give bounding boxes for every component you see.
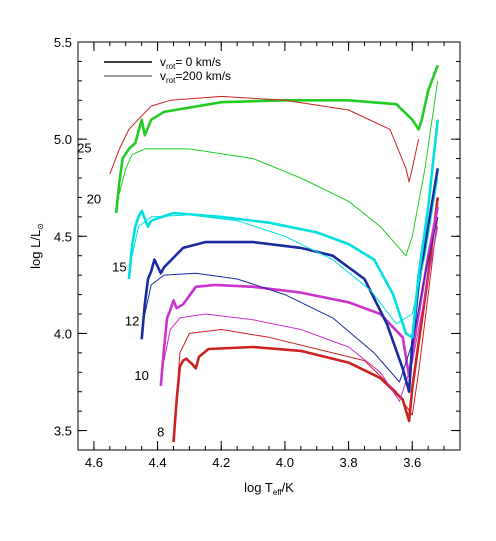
- x-tick-label: 3.6: [403, 455, 421, 470]
- track-20-nonrotating: [114, 64, 439, 214]
- mass-label-20: 20: [87, 191, 101, 206]
- y-tick-label: 4.0: [54, 326, 72, 341]
- y-axis-label: log L/L⊙: [28, 223, 45, 269]
- track-10-rotating: [163, 226, 439, 402]
- y-tick-label: 4.5: [54, 229, 72, 244]
- track-20-rotating: [118, 80, 439, 257]
- track-15-nonrotating: [127, 119, 439, 339]
- x-tick-label: 4.4: [149, 455, 167, 470]
- evolution-tracks: [109, 64, 439, 443]
- track-8-nonrotating: [172, 197, 439, 443]
- track-15-rotating: [131, 177, 439, 325]
- track-10-nonrotating: [159, 206, 439, 387]
- x-tick-label: 4.0: [276, 455, 294, 470]
- track-8-rotating: [176, 216, 439, 416]
- mass-label-15: 15: [112, 259, 126, 274]
- mass-labels: 8 10 12 15 20 25: [77, 141, 164, 440]
- track-12-nonrotating: [140, 168, 439, 394]
- mass-label-12: 12: [125, 314, 139, 329]
- axis-ticks: 4.6 4.4 4.2 4.0 3.8 3.6 3.5 4.0 4.5 5.0 5.5: [54, 35, 461, 470]
- y-tick-label: 5.5: [54, 35, 72, 50]
- x-axis-label: log Teff/K: [244, 480, 294, 497]
- y-tick-label: 3.5: [54, 424, 72, 439]
- x-tick-label: 4.6: [85, 455, 103, 470]
- plot-frame: [77, 41, 461, 451]
- legend-label-thin: vrot=200 km/s: [160, 69, 231, 85]
- mass-label-10: 10: [134, 368, 148, 383]
- legend-label-thick: vrot= 0 km/s: [160, 55, 221, 71]
- y-tick-label: 5.0: [54, 132, 72, 147]
- track-25-rotating: [109, 95, 420, 183]
- x-tick-label: 3.8: [340, 455, 358, 470]
- mass-label-25: 25: [77, 141, 91, 156]
- x-tick-label: 4.2: [212, 455, 230, 470]
- mass-label-8: 8: [157, 424, 164, 439]
